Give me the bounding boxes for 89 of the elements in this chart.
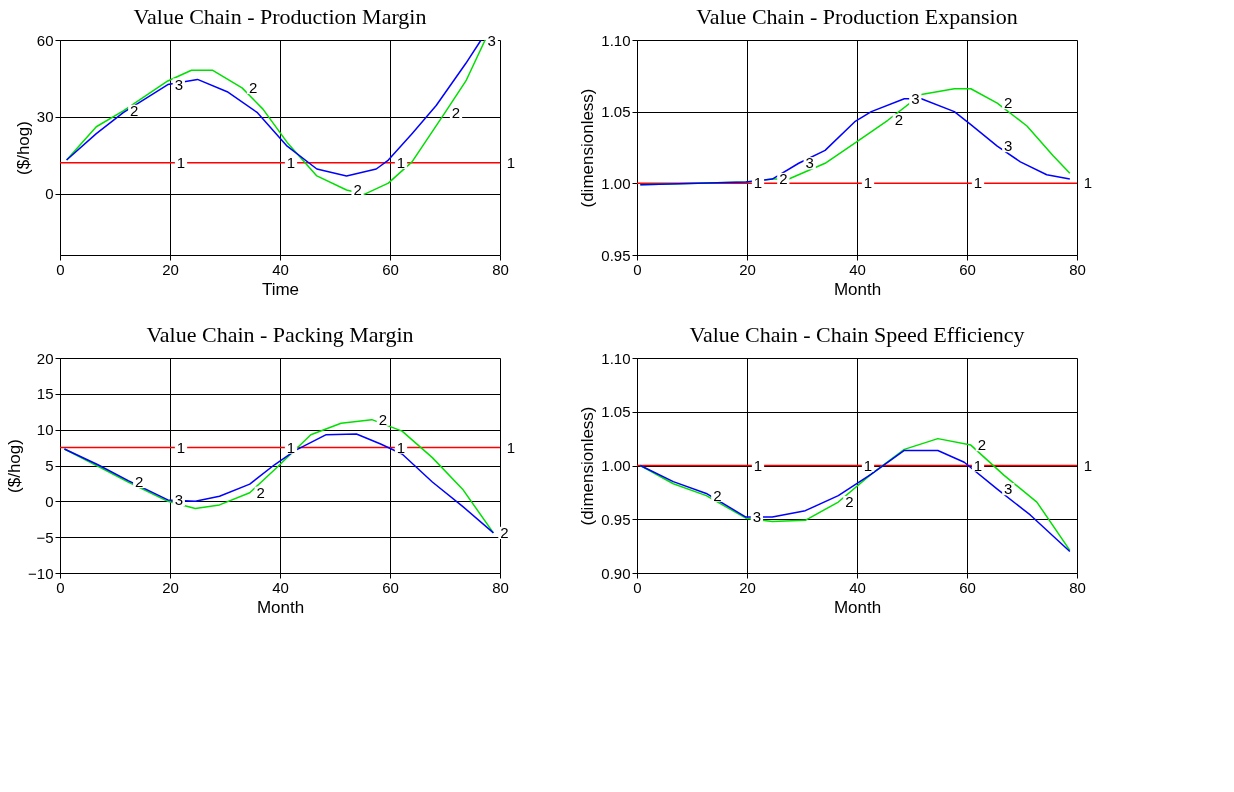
series-label: 1 [176,438,186,456]
text: 1 [286,153,296,171]
y-tick-label: 1.00 [601,457,631,474]
series-label: 1 [753,174,763,192]
x-tick-label: 80 [492,578,509,596]
y-tick-label: 1.05 [601,403,631,421]
x-tick-label: 20 [739,260,756,278]
x-tick-label: 60 [959,260,976,278]
text: 1 [1083,456,1093,474]
series-label: 3 [752,508,762,526]
text: 1 [396,438,406,456]
x-tick-label: 0 [56,578,65,596]
text: 3 [1004,480,1013,498]
y-axis-title: (dimensionless) [578,88,598,208]
chart-title: Value Chain - Production Expansion [696,4,1018,29]
y-tick-label: 1.10 [601,349,631,367]
y-tick-label: −5 [36,528,54,546]
series-label: 3 [911,89,920,107]
y-axis-title: (dimensionless) [578,406,598,526]
text: 2 [977,436,987,454]
y-tick-label: 0.95 [601,246,631,264]
series-label: 3 [174,490,183,508]
text: 2 [845,493,854,511]
x-tick-label: 0 [633,260,642,278]
x-tick-label: 40 [272,260,289,278]
text: 2 [500,523,509,541]
y-axis-title: ($/hog) [13,121,33,175]
chart-title: Value Chain - Packing Margin [146,322,414,347]
y-tick-label: 1.10 [601,31,631,49]
x-tick-label: 60 [959,578,976,596]
y-tick-label: 0.90 [601,564,631,582]
y-tick-label: −10 [28,564,54,582]
text: 2 [894,111,903,129]
text: 1 [973,174,983,192]
y-tick-label: 60 [36,31,54,49]
x-tick-label: 80 [1069,578,1086,596]
y-tick-label: 30 [36,108,54,126]
text: 1 [973,456,983,474]
text: 2 [256,483,265,501]
series-label: 2 [248,78,258,96]
text: 1 [286,438,296,456]
x-tick-label: 0 [633,578,642,596]
series-label: 2 [713,486,722,504]
x-tick-label: 40 [849,260,866,278]
series-label: 1 [176,153,186,171]
x-tick-label: 20 [162,260,179,278]
text: 1 [1083,174,1093,192]
x-tick-label: 20 [739,578,756,596]
text: 1 [396,153,406,171]
y-tick-label: 1.00 [601,174,631,192]
x-tick-label: 40 [849,578,866,596]
y-tick-label: 10 [36,421,54,439]
series-label: 3 [174,75,183,93]
y-axis-title: ($/hog) [5,439,25,493]
text: 3 [487,31,496,49]
y-tick-label: 0 [45,492,54,510]
x-axis-title: Month [833,279,882,299]
x-axis-title: Month [256,597,305,617]
text: 2 [451,103,461,121]
y-tick-label: 15 [36,385,54,403]
chart-title: Value Chain - Production Margin [133,4,427,29]
series-label: 2 [135,472,144,490]
y-tick-label: 5 [45,457,54,474]
x-tick-label: 60 [382,578,399,596]
y-tick-label: 0.95 [601,510,631,528]
x-tick-label: 80 [492,260,509,278]
x-axis-title: Month [833,597,882,617]
text: 1 [506,153,516,171]
x-tick-label: 40 [272,578,289,596]
series-label: 1 [753,456,763,474]
x-tick-label: 0 [56,260,65,278]
y-tick-label: 0 [45,185,54,203]
text: 2 [1004,94,1013,112]
x-tick-label: 80 [1069,260,1086,278]
text: 1 [863,456,873,474]
text: 2 [130,101,139,119]
y-tick-label: 20 [36,349,54,367]
text: 1 [863,174,873,192]
y-tick-label: 1.05 [601,103,631,121]
text: 3 [805,154,814,172]
x-axis-title: Time [261,279,300,299]
x-tick-label: 20 [162,578,179,596]
series-label: 2 [779,170,788,188]
chart-title: Value Chain - Chain Speed Efficiency [689,322,1025,347]
text: 1 [506,438,516,456]
x-tick-label: 60 [382,260,399,278]
text: 2 [378,410,388,428]
text: 2 [353,180,362,198]
text: 3 [1004,137,1013,155]
